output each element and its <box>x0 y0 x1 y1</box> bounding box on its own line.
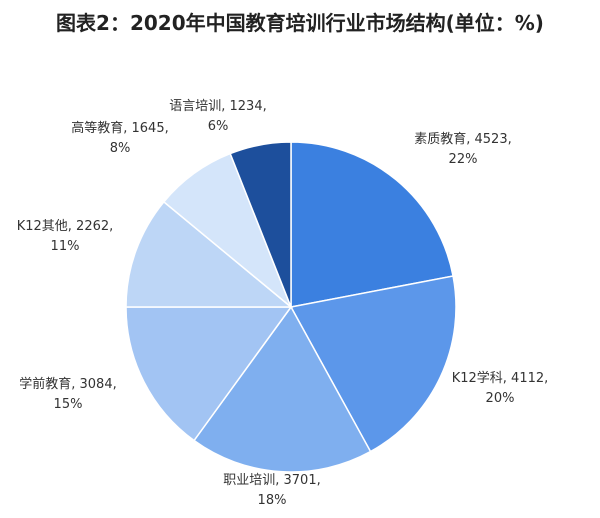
label-percent: 22% <box>449 152 478 167</box>
label-name-value: 高等教育, 1645, <box>71 120 168 136</box>
pie-slice <box>290 141 454 308</box>
label-name-value: 职业培训, 3701, <box>223 472 320 488</box>
label-name-value: 语言培训, 1234, <box>169 98 266 114</box>
label-name-value: K12其他, 2262, <box>17 219 114 234</box>
label-percent: 18% <box>258 493 287 508</box>
pie-slice <box>229 141 292 308</box>
label-percent: 8% <box>110 141 131 156</box>
label-percent: 15% <box>54 397 83 412</box>
label-percent: 6% <box>208 119 229 134</box>
label-name-value: 学前教育, 3084, <box>19 376 116 392</box>
pie-slice <box>289 275 457 453</box>
data-label: K12其他, 2262, 11% <box>17 219 114 254</box>
data-label: K12学科, 4112, 20% <box>452 370 549 406</box>
label-percent: 11% <box>51 239 80 254</box>
data-label: 学前教育, 3084, 15% <box>19 376 116 412</box>
pie-slice <box>125 306 293 442</box>
pie-slice <box>125 200 294 308</box>
label-percent: 20% <box>486 391 515 406</box>
label-name-value: 素质教育, 4523, <box>414 131 511 147</box>
pie-slice <box>192 305 372 473</box>
chart-title: 图表2：2020年中国教育培训行业市场结构(单位：%) <box>56 11 544 35</box>
label-name-value: K12学科, 4112, <box>452 370 549 386</box>
data-label: 高等教育, 1645, 8% <box>71 120 168 156</box>
data-label: 素质教育, 4523, 22% <box>414 131 511 167</box>
data-label: 职业培训, 3701, 18% <box>223 472 320 508</box>
data-label: 语言培训, 1234, 6% <box>169 98 266 134</box>
